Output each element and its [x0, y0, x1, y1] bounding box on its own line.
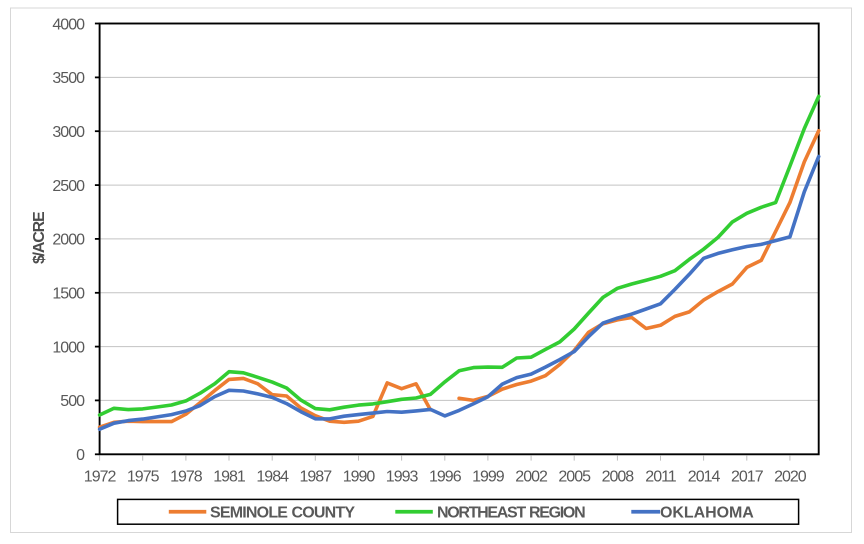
svg-text:1981: 1981 [213, 469, 246, 486]
svg-text:3500: 3500 [52, 70, 85, 87]
svg-text:2017: 2017 [731, 469, 764, 486]
svg-text:1993: 1993 [386, 469, 419, 486]
svg-text:1999: 1999 [472, 469, 505, 486]
svg-text:1996: 1996 [429, 469, 462, 486]
svg-text:2000: 2000 [52, 232, 85, 249]
svg-text:2002: 2002 [515, 469, 548, 486]
svg-text:2008: 2008 [602, 469, 635, 486]
svg-text:2500: 2500 [52, 178, 85, 195]
svg-text:500: 500 [60, 393, 85, 410]
svg-text:1990: 1990 [343, 469, 376, 486]
svg-text:2020: 2020 [774, 469, 807, 486]
svg-text:2011: 2011 [645, 469, 677, 486]
svg-text:1972: 1972 [84, 469, 117, 486]
svg-text:1987: 1987 [300, 469, 333, 486]
svg-text:3000: 3000 [52, 124, 85, 141]
svg-text:1500: 1500 [52, 286, 85, 303]
svg-text:SEMINOLE COUNTY: SEMINOLE COUNTY [210, 504, 355, 521]
svg-text:1984: 1984 [256, 469, 289, 486]
svg-text:2005: 2005 [558, 469, 591, 486]
svg-text:OKLAHOMA: OKLAHOMA [660, 504, 754, 521]
svg-text:1975: 1975 [127, 469, 160, 486]
svg-text:0: 0 [76, 447, 85, 464]
svg-text:4000: 4000 [52, 16, 85, 33]
svg-text:NORTHEAST REGION: NORTHEAST REGION [437, 504, 585, 521]
svg-text:1000: 1000 [52, 339, 85, 356]
svg-text:2014: 2014 [688, 469, 721, 486]
svg-text:$/ACRE: $/ACRE [31, 211, 48, 264]
svg-text:1978: 1978 [170, 469, 203, 486]
